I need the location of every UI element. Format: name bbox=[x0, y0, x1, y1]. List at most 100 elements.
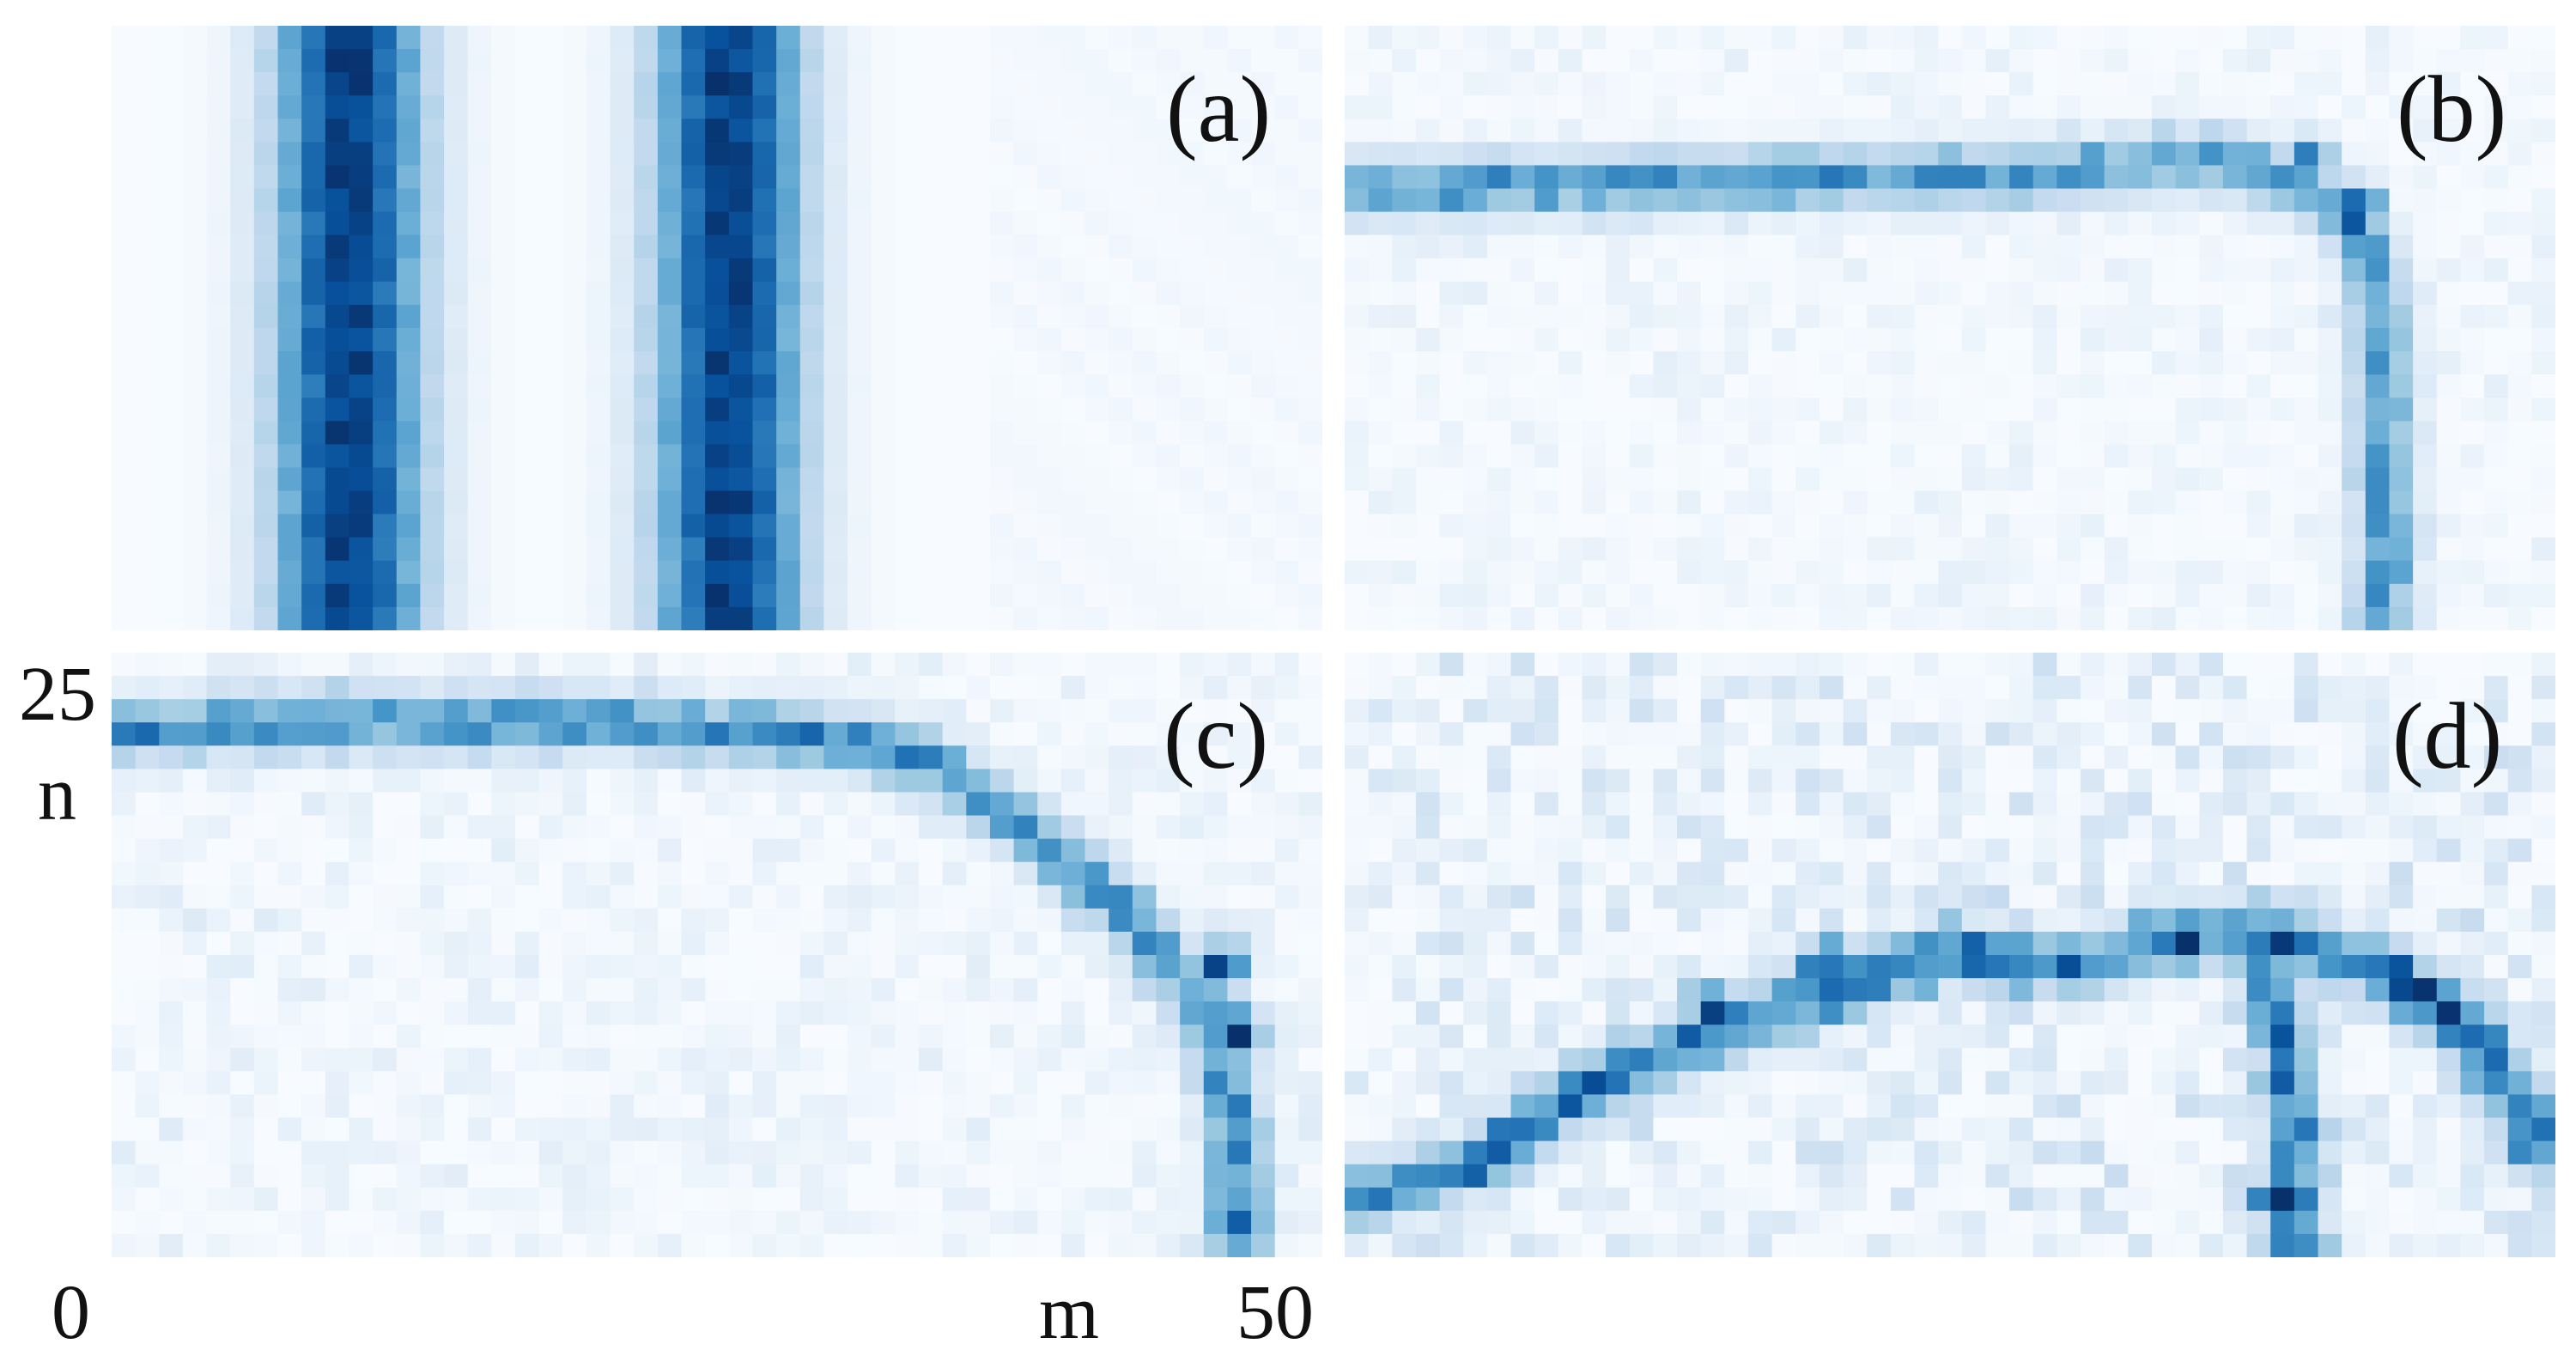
heatmap-cell bbox=[2342, 815, 2366, 840]
heatmap-cell bbox=[2507, 769, 2532, 793]
heatmap-cell bbox=[349, 1117, 374, 1142]
heatmap-cell bbox=[2389, 351, 2414, 375]
heatmap-cell bbox=[2009, 514, 2034, 538]
heatmap-panel-a: (a) bbox=[112, 26, 1322, 630]
heatmap-cell bbox=[728, 49, 754, 73]
heatmap-cell bbox=[1914, 931, 1939, 956]
heatmap-cell bbox=[1558, 328, 1583, 352]
heatmap-cell bbox=[2365, 258, 2391, 283]
heatmap-cell bbox=[301, 861, 326, 886]
heatmap-cell bbox=[2057, 304, 2081, 329]
heatmap-cell bbox=[799, 560, 825, 585]
heatmap-cell bbox=[1606, 188, 1631, 213]
heatmap-cell bbox=[325, 583, 350, 608]
heatmap-cell bbox=[2318, 304, 2342, 329]
heatmap-cell bbox=[515, 1140, 540, 1165]
heatmap-cell bbox=[1415, 421, 1441, 445]
heatmap-cell bbox=[1558, 815, 1583, 840]
heatmap-cell bbox=[2032, 72, 2058, 96]
heatmap-cell bbox=[1463, 444, 1488, 469]
heatmap-cell bbox=[2484, 792, 2509, 817]
heatmap-cell bbox=[2128, 1025, 2153, 1049]
heatmap-cell bbox=[159, 1025, 184, 1049]
heatmap-cell bbox=[2413, 398, 2438, 422]
heatmap-cell bbox=[2128, 374, 2153, 398]
heatmap-cell bbox=[1439, 142, 1464, 167]
heatmap-cell bbox=[112, 1025, 137, 1049]
heatmap-cell bbox=[1843, 351, 1868, 375]
heatmap-cell bbox=[159, 444, 184, 469]
heatmap-cell bbox=[1771, 653, 1796, 677]
heatmap-cell bbox=[728, 328, 754, 352]
heatmap-cell bbox=[1132, 931, 1157, 956]
heatmap-cell bbox=[2342, 188, 2366, 213]
heatmap-cell bbox=[467, 861, 492, 886]
heatmap-cell bbox=[2318, 211, 2342, 236]
heatmap-cell bbox=[325, 1140, 350, 1165]
heatmap-cell bbox=[349, 467, 374, 492]
heatmap-cell bbox=[1771, 537, 1796, 562]
heatmap-cell bbox=[1132, 119, 1157, 143]
heatmap-cell bbox=[538, 885, 563, 909]
heatmap-cell bbox=[586, 1025, 611, 1049]
heatmap-cell bbox=[989, 119, 1015, 143]
heatmap-cell bbox=[1795, 95, 1820, 119]
heatmap-cell bbox=[2128, 165, 2153, 190]
heatmap-cell bbox=[1582, 281, 1607, 306]
heatmap-cell bbox=[2389, 769, 2414, 793]
heatmap-cell bbox=[1345, 1048, 1370, 1072]
heatmap-cell bbox=[1013, 234, 1038, 259]
heatmap-cell bbox=[586, 978, 611, 1002]
heatmap-cell bbox=[206, 1094, 231, 1119]
heatmap-cell bbox=[2531, 119, 2555, 143]
heatmap-cell bbox=[230, 931, 255, 956]
heatmap-cell bbox=[2270, 1071, 2295, 1096]
heatmap-cell bbox=[1060, 722, 1086, 746]
heatmap-cell bbox=[349, 234, 374, 259]
heatmap-cell bbox=[277, 188, 302, 213]
heatmap-cell bbox=[325, 699, 350, 723]
heatmap-cell bbox=[491, 234, 516, 259]
heatmap-cell bbox=[2507, 885, 2532, 909]
heatmap-cell bbox=[420, 351, 445, 375]
heatmap-cell bbox=[1415, 142, 1441, 167]
heatmap-cell bbox=[1060, 676, 1086, 700]
heatmap-cell bbox=[1867, 1048, 1892, 1072]
heatmap-cell bbox=[230, 72, 255, 96]
heatmap-cell bbox=[919, 304, 944, 329]
heatmap-cell bbox=[1109, 281, 1133, 306]
heatmap-cell bbox=[135, 861, 160, 886]
heatmap-cell bbox=[681, 606, 706, 630]
heatmap-cell bbox=[562, 606, 587, 630]
heatmap-cell bbox=[1439, 537, 1464, 562]
heatmap-cell bbox=[1439, 769, 1464, 793]
heatmap-cell bbox=[2365, 467, 2391, 492]
heatmap-cell bbox=[1251, 304, 1276, 329]
heatmap-cell bbox=[610, 490, 635, 515]
heatmap-cell bbox=[1156, 514, 1181, 538]
heatmap-cell bbox=[1606, 490, 1631, 515]
heatmap-cell bbox=[1060, 838, 1086, 863]
heatmap-cell bbox=[1867, 955, 1892, 979]
heatmap-cell bbox=[1180, 95, 1205, 119]
heatmap-cell bbox=[538, 699, 563, 723]
heatmap-cell bbox=[848, 142, 872, 167]
heatmap-cell bbox=[2342, 606, 2366, 630]
heatmap-cell bbox=[1180, 1071, 1205, 1096]
heatmap-cell bbox=[657, 1187, 683, 1212]
heatmap-cell bbox=[634, 838, 659, 863]
heatmap-cell bbox=[2270, 792, 2295, 817]
heatmap-cell bbox=[2507, 234, 2532, 259]
heatmap-cell bbox=[2484, 49, 2509, 73]
heatmap-cell bbox=[871, 514, 896, 538]
heatmap-cell bbox=[349, 1233, 374, 1257]
heatmap-cell bbox=[349, 165, 374, 190]
heatmap-cell bbox=[1180, 1140, 1205, 1165]
heatmap-cell bbox=[2507, 328, 2532, 352]
heatmap-cell bbox=[2009, 26, 2034, 50]
heatmap-cell bbox=[277, 444, 302, 469]
heatmap-cell bbox=[2199, 583, 2224, 608]
heatmap-cell bbox=[349, 560, 374, 585]
heatmap-cell bbox=[373, 165, 398, 190]
heatmap-cell bbox=[966, 514, 991, 538]
